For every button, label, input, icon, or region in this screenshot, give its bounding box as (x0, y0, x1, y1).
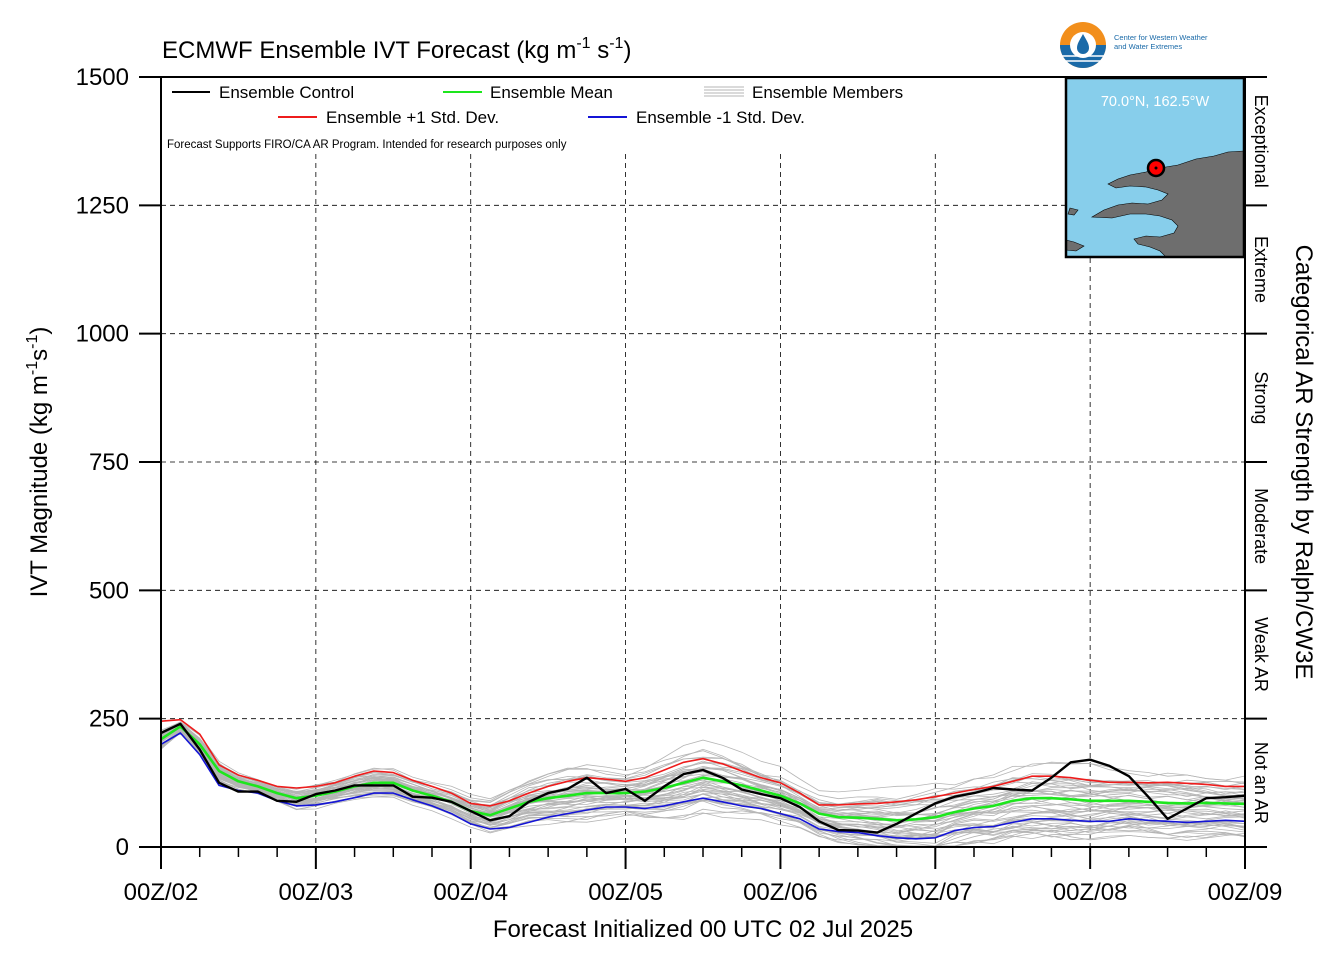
x-axis: 00Z/02 00Z/03 00Z/04 00Z/05 00Z/06 00Z/07 00Z/… (124, 847, 1283, 906)
legend-plus-std-label: Ensemble +1 Std. Dev. (326, 108, 499, 127)
member-line (160, 723, 1246, 805)
y-tick-label: 1500 (76, 64, 129, 91)
ensemble-members (160, 721, 1246, 847)
x-tick-label: 00Z/09 (1208, 879, 1283, 906)
member-line (160, 721, 1246, 808)
x-tick-label: 00Z/07 (898, 879, 973, 906)
member-line (160, 729, 1246, 840)
member-line (160, 722, 1246, 824)
y-tick-label: 750 (89, 449, 129, 476)
legend-control-label: Ensemble Control (219, 83, 354, 102)
legend: Ensemble Control Ensemble Mean Ensemble … (167, 83, 903, 151)
member-line (160, 725, 1246, 836)
x-tick-label: 00Z/08 (1053, 879, 1128, 906)
inset-location-label: 70.0°N, 162.5°W (1101, 94, 1210, 110)
cw3e-logo: Center for Western Weather and Water Ext… (1060, 22, 1208, 68)
series-lines (160, 718, 1246, 840)
category-label: Extreme (1251, 236, 1271, 303)
legend-members-swatch (704, 86, 744, 97)
y-axis-label: IVT Magnitude (kg m-1s-1) (24, 327, 53, 598)
chart-title: ECMWF Ensemble IVT Forecast (kg m-1 s-1) (162, 35, 631, 64)
y-tick-label: 250 (89, 706, 129, 733)
member-line (160, 723, 1246, 818)
x-tick-label: 00Z/02 (124, 879, 199, 906)
member-line (160, 730, 1246, 842)
grid-lines (161, 154, 1245, 847)
category-label: Moderate (1251, 488, 1271, 564)
x-tick-label: 00Z/04 (433, 879, 508, 906)
category-label: Not an AR (1251, 742, 1271, 824)
member-line (160, 732, 1246, 832)
inset-map: 70.0°N, 162.5°W (1064, 76, 1246, 259)
category-label: Exceptional (1251, 95, 1271, 188)
x-tick-label: 00Z/05 (588, 879, 663, 906)
location-marker-dot (1154, 166, 1158, 170)
inset-land (1090, 150, 1245, 258)
ar-category-axis: Not an AR Weak AR Moderate Strong Extreme Exc… (1244, 76, 1271, 848)
y-tick-label: 1250 (76, 192, 129, 219)
y-tick-label: 500 (89, 577, 129, 604)
member-line (160, 726, 1246, 821)
member-line (160, 721, 1246, 803)
research-note: Forecast Supports FIRO/CA AR Program. In… (167, 139, 567, 151)
x-tick-label: 00Z/06 (743, 879, 818, 906)
logo-text-line2: and Water Extremes (1114, 42, 1182, 51)
ensemble-control-line (160, 722, 1246, 834)
logo-text-line1: Center for Western Weather (1114, 33, 1208, 42)
y-axis: 0 250 500 750 1000 1250 1500 (76, 64, 161, 861)
legend-members-label: Ensemble Members (752, 83, 903, 102)
category-label: Weak AR (1251, 617, 1271, 692)
ensemble-1-std-dev-line (160, 732, 1246, 840)
x-tick-label: 00Z/03 (278, 879, 353, 906)
legend-mean-label: Ensemble Mean (490, 83, 613, 102)
x-axis-label: Forecast Initialized 00 UTC 02 Jul 2025 (493, 916, 913, 943)
ensemble-1-std-dev-line (160, 718, 1245, 807)
inset-island (1067, 207, 1079, 216)
y-tick-label: 1000 (76, 321, 129, 348)
legend-minus-std-label: Ensemble -1 Std. Dev. (636, 108, 805, 127)
inset-frame (1064, 76, 1246, 259)
ar-strength-label: Categorical AR Strength by Ralph/CW3E (1290, 245, 1317, 680)
y-tick-label: 0 (116, 834, 129, 861)
category-label: Strong (1251, 371, 1271, 424)
